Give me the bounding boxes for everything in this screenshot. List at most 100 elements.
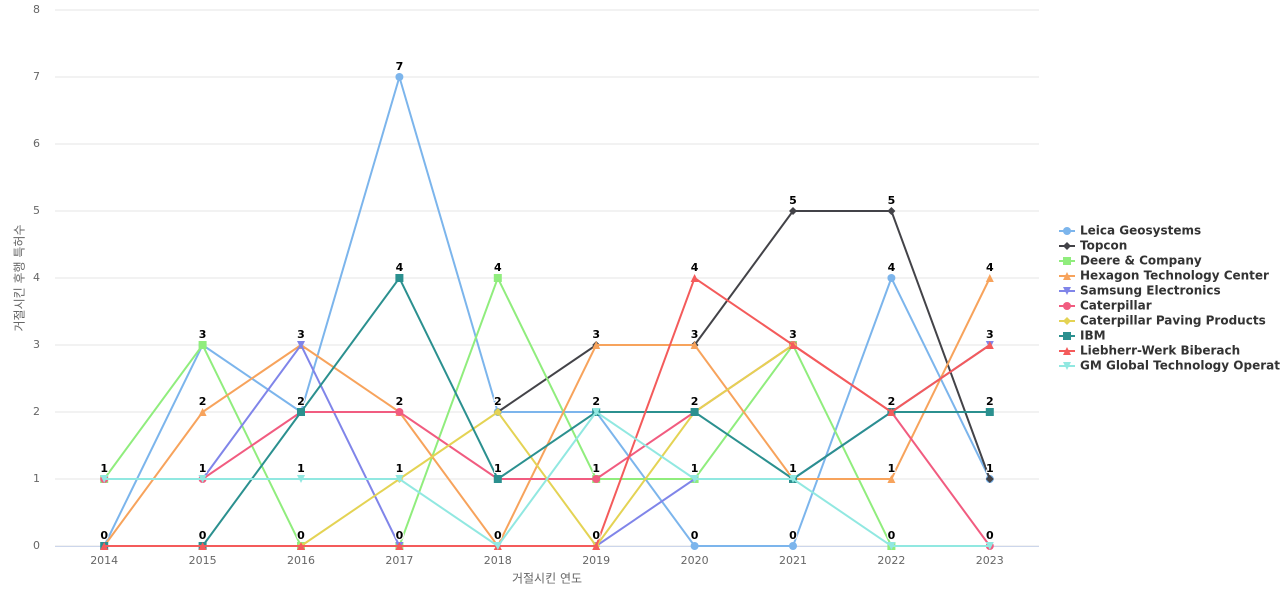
data-label: 0 (100, 529, 108, 542)
data-label: 4 (691, 261, 699, 274)
data-label: 2 (691, 395, 699, 408)
data-label: 1 (494, 462, 502, 475)
y-tick-label: 0 (33, 539, 40, 552)
data-label: 2 (592, 395, 600, 408)
data-point (395, 475, 404, 483)
legend-item: Caterpillar (1059, 299, 1152, 313)
legend-symbol (1063, 242, 1071, 250)
data-label: 0 (986, 529, 994, 542)
data-label: 0 (691, 529, 699, 542)
data-point (690, 542, 699, 550)
data-label: 4 (494, 261, 502, 274)
data-point (985, 475, 994, 483)
legend-label: Leica Geosystems (1080, 224, 1201, 238)
legend-symbol (1063, 302, 1071, 310)
data-point (985, 341, 994, 349)
y-tick-label: 8 (33, 3, 40, 16)
data-label: 3 (986, 328, 994, 341)
data-label: 2 (691, 395, 699, 408)
legend-item: Caterpillar Paving Products (1059, 314, 1266, 328)
data-label: 1 (789, 462, 797, 475)
data-label: 1 (297, 462, 305, 475)
y-axis-title: 거절시킨 후행 특허수 (12, 225, 27, 332)
series (198, 341, 994, 550)
data-label: 0 (888, 529, 896, 542)
y-tick-label: 3 (33, 338, 40, 351)
legend-symbol (1063, 272, 1071, 280)
y-tick-label: 2 (33, 405, 40, 418)
data-label: 2 (888, 395, 896, 408)
series (100, 274, 994, 550)
data-label: 5 (888, 194, 896, 207)
data-point (592, 408, 601, 416)
data-label: 0 (592, 529, 600, 542)
data-point (789, 341, 797, 349)
legend-item: Hexagon Technology Center (1059, 269, 1269, 283)
data-label: 0 (297, 529, 305, 542)
data-label: 3 (592, 328, 600, 341)
data-label: 1 (396, 462, 404, 475)
data-point (887, 274, 896, 282)
data-label: 2 (494, 395, 502, 408)
legend-label: Hexagon Technology Center (1080, 269, 1269, 283)
y-tick-label: 1 (33, 472, 40, 485)
data-label: 0 (199, 529, 207, 542)
legend-label: Topcon (1080, 239, 1127, 253)
data-point (493, 475, 502, 483)
series-line (497, 210, 991, 480)
data-label: 2 (691, 395, 699, 408)
data-label: 3 (789, 328, 797, 341)
series (100, 408, 994, 550)
data-label: 4 (888, 261, 896, 274)
data-point (100, 475, 109, 483)
data-point (198, 341, 207, 349)
legend-label: GM Global Technology Operat... (1080, 359, 1280, 373)
data-label: 1 (100, 462, 108, 475)
data-point (789, 475, 797, 483)
legend-symbol (1063, 347, 1071, 355)
data-point (985, 408, 994, 416)
data-label: 2 (297, 395, 305, 408)
data-label: 3 (592, 328, 600, 341)
data-label: 2 (199, 395, 207, 408)
x-tick-label: 2016 (287, 554, 315, 567)
data-point (789, 542, 797, 550)
y-tick-label: 5 (33, 204, 40, 217)
data-point (690, 274, 699, 282)
data-label: 3 (789, 328, 797, 341)
data-label: 1 (199, 462, 207, 475)
data-point (887, 207, 896, 215)
data-label: 2 (297, 395, 305, 408)
data-label: 3 (199, 328, 207, 341)
data-label: 0 (986, 529, 994, 542)
legend-label: Caterpillar (1080, 299, 1152, 313)
data-label: 0 (199, 529, 207, 542)
data-point (198, 408, 207, 416)
data-label: 1 (199, 462, 207, 475)
data-point (297, 408, 305, 416)
x-axis-title: 거절시킨 연도 (512, 572, 582, 586)
data-label: 0 (396, 529, 404, 542)
data-point (100, 542, 109, 550)
data-label: 2 (592, 395, 600, 408)
data-label: 0 (396, 529, 404, 542)
data-label: 1 (592, 462, 600, 475)
data-point (297, 475, 305, 483)
data-label: 2 (592, 395, 600, 408)
data-label: 3 (297, 328, 305, 341)
data-label: 1 (100, 462, 108, 475)
data-label: 3 (789, 328, 797, 341)
legend-symbol (1063, 362, 1071, 370)
data-label: 1 (396, 462, 404, 475)
data-label: 1 (691, 462, 699, 475)
x-tick-label: 2014 (90, 554, 118, 567)
y-tick-label: 7 (33, 70, 40, 83)
x-tick-label: 2018 (484, 554, 512, 567)
x-tick-label: 2017 (385, 554, 413, 567)
data-label: 0 (494, 529, 502, 542)
data-label: 2 (986, 395, 994, 408)
legend-item: IBM (1059, 329, 1106, 343)
x-tick-label: 2023 (976, 554, 1004, 567)
data-label: 1 (100, 462, 108, 475)
